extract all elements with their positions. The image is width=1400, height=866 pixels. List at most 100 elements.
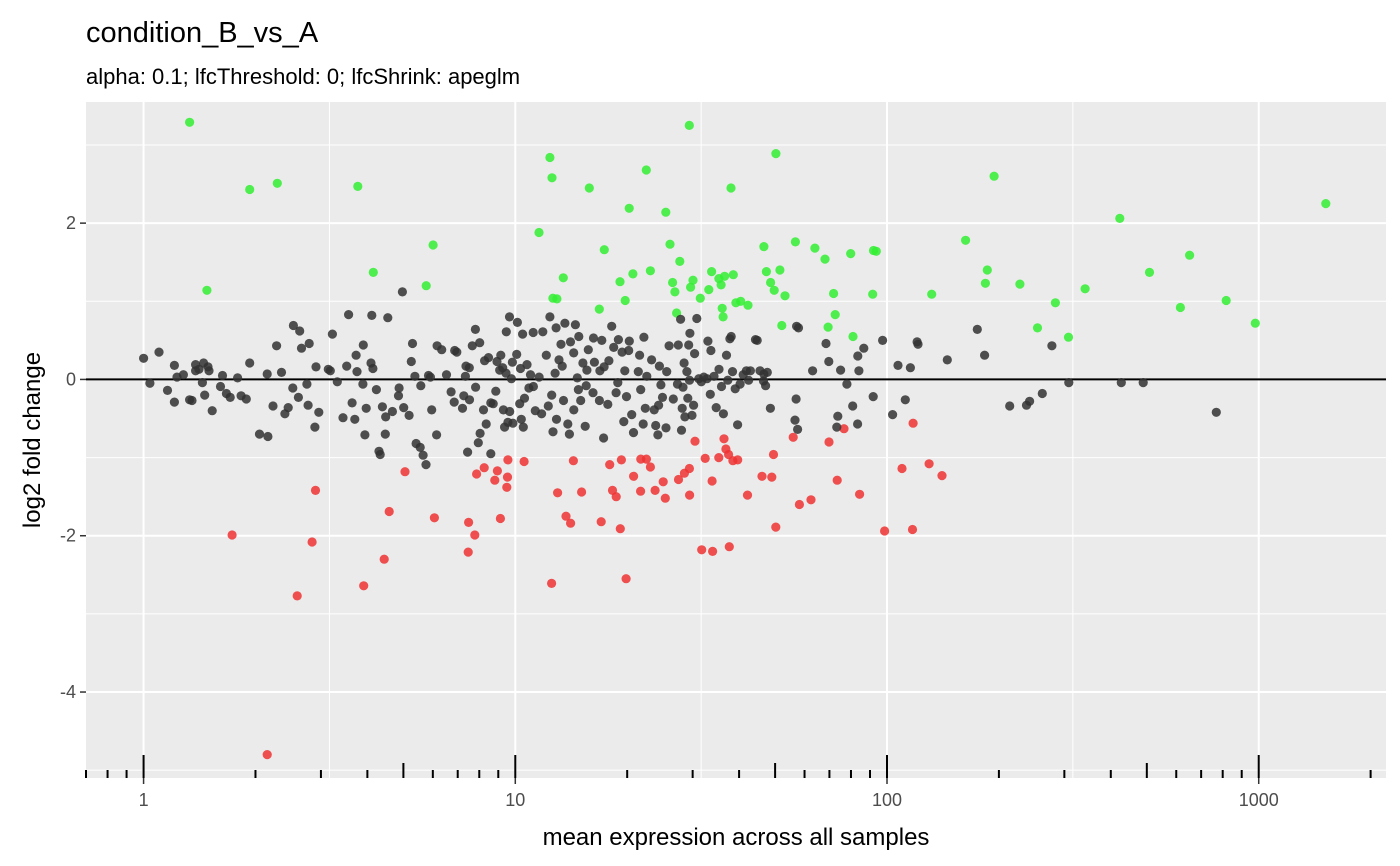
point-nonsignificant: [714, 364, 724, 374]
point-down: [924, 459, 934, 469]
point-nonsignificant: [375, 449, 385, 460]
point-nonsignificant: [416, 381, 426, 391]
x-tick-label: 100: [872, 790, 902, 810]
point-up: [728, 270, 738, 280]
point-nonsignificant: [288, 320, 298, 331]
point-up: [1175, 302, 1185, 313]
point-down: [690, 436, 700, 446]
point-nonsignificant: [854, 366, 864, 376]
point-nonsignificant: [744, 375, 754, 385]
point-nonsignificant: [303, 400, 313, 410]
point-nonsignificant: [588, 388, 598, 398]
point-down: [708, 546, 718, 557]
point-nonsignificant: [295, 326, 305, 336]
point-nonsignificant: [836, 365, 846, 375]
point-nonsignificant: [607, 321, 617, 331]
point-down: [645, 462, 656, 472]
point-down: [824, 437, 834, 447]
point-nonsignificant: [475, 338, 485, 348]
point-up: [1080, 284, 1090, 294]
point-nonsignificant: [761, 381, 771, 391]
point-up: [1144, 267, 1155, 277]
point-down: [757, 471, 767, 481]
point-nonsignificant: [327, 329, 337, 339]
point-nonsignificant: [679, 358, 689, 368]
point-nonsignificant: [460, 371, 470, 381]
point-nonsignificant: [723, 375, 733, 385]
point-down: [400, 467, 410, 477]
y-axis-title: log2 fold change: [19, 352, 46, 528]
point-down: [310, 485, 321, 495]
point-nonsignificant: [516, 414, 526, 424]
point-down: [547, 578, 557, 589]
point-nonsignificant: [380, 429, 390, 439]
point-nonsignificant: [824, 356, 834, 367]
point-down: [719, 434, 729, 444]
point-up: [759, 242, 769, 252]
point-nonsignificant: [842, 379, 852, 389]
point-nonsignificant: [464, 395, 475, 405]
point-nonsignificant: [573, 385, 584, 395]
point-down: [788, 432, 798, 442]
point-down: [629, 471, 639, 481]
point-nonsignificant: [1047, 341, 1057, 351]
point-up: [868, 289, 878, 299]
point-nonsignificant: [642, 371, 652, 381]
point-nonsignificant: [547, 390, 557, 400]
point-nonsignificant: [522, 360, 532, 370]
point-up: [615, 277, 625, 287]
point-down: [596, 517, 606, 527]
point-nonsignificant: [154, 347, 164, 357]
point-nonsignificant: [360, 430, 370, 440]
point-nonsignificant: [676, 314, 686, 324]
point-up: [368, 267, 378, 277]
point-up: [665, 239, 675, 249]
point-nonsignificant: [361, 403, 371, 413]
point-nonsignificant: [268, 401, 278, 411]
point-nonsignificant: [790, 415, 800, 425]
point-nonsignificant: [654, 361, 665, 371]
point-nonsignificant: [415, 442, 425, 452]
point-nonsignificant: [518, 422, 528, 432]
point-nonsignificant: [620, 366, 630, 376]
point-nonsignificant: [685, 328, 695, 338]
point-up: [736, 296, 746, 306]
point-nonsignificant: [1138, 378, 1148, 388]
point-up: [766, 277, 776, 288]
point-nonsignificant: [352, 367, 362, 377]
point-nonsignificant: [868, 392, 878, 402]
point-down: [673, 474, 684, 485]
point-up: [726, 183, 736, 193]
point-nonsignificant: [638, 419, 648, 429]
point-nonsignificant: [726, 331, 736, 342]
point-up: [545, 152, 555, 163]
point-nonsignificant: [404, 410, 414, 420]
point-nonsignificant: [207, 406, 217, 416]
x-axis-title: mean expression across all samples: [543, 824, 930, 851]
point-nonsignificant: [427, 405, 437, 415]
point-nonsignificant: [169, 397, 179, 407]
point-up: [353, 181, 363, 191]
point-nonsignificant: [397, 287, 407, 297]
point-up: [695, 293, 705, 303]
point-nonsignificant: [358, 379, 368, 389]
point-up: [777, 320, 787, 331]
point-nonsignificant: [506, 374, 516, 384]
point-nonsignificant: [310, 422, 320, 432]
point-nonsignificant: [528, 327, 538, 338]
point-nonsignificant: [464, 363, 474, 373]
point-up: [628, 269, 638, 279]
point-nonsignificant: [913, 339, 923, 349]
point-down: [839, 424, 849, 434]
point-nonsignificant: [446, 387, 456, 397]
point-nonsignificant: [619, 417, 629, 427]
point-down: [697, 545, 707, 555]
point-nonsignificant: [418, 450, 428, 460]
point-up: [848, 331, 858, 342]
point-down: [359, 581, 369, 591]
point-down: [707, 476, 717, 486]
point-nonsignificant: [342, 361, 352, 371]
point-up: [428, 240, 438, 250]
point-nonsignificant: [550, 368, 560, 378]
point-nonsignificant: [545, 312, 555, 322]
